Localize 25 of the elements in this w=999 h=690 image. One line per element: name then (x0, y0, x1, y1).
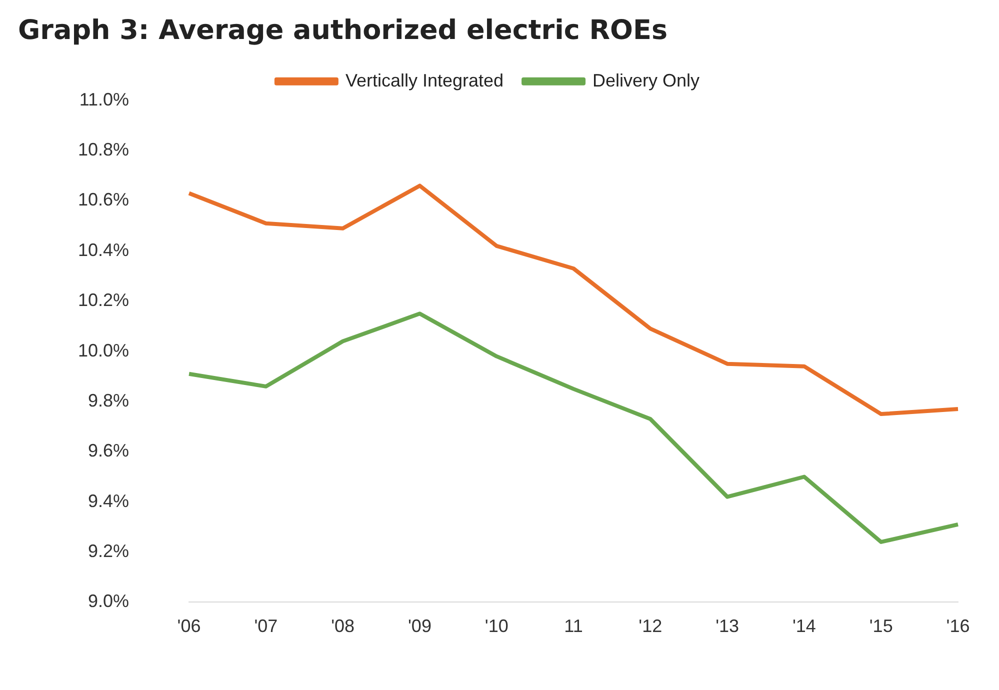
x-tick-label: '07 (254, 616, 278, 636)
x-tick-label: '16 (946, 616, 970, 636)
x-tick-label: '10 (484, 616, 508, 636)
x-tick-label: '09 (408, 616, 432, 636)
y-tick-label: 10.6% (78, 190, 130, 210)
y-tick-label: 11.0% (79, 89, 130, 110)
legend-label: Delivery Only (592, 70, 700, 90)
x-tick-label: 11 (564, 616, 583, 636)
y-tick-label: 10.2% (78, 290, 130, 310)
legend-label: Vertically Integrated (345, 70, 504, 90)
x-tick-label: '12 (638, 616, 662, 636)
x-tick-label: '06 (177, 616, 201, 636)
y-tick-label: 9.2% (88, 540, 130, 561)
x-tick-label: '13 (716, 616, 740, 636)
x-tick-label: '08 (331, 616, 355, 636)
x-tick-label: '15 (869, 616, 893, 636)
y-tick-label: 9.4% (88, 490, 130, 511)
y-tick-label: 10.4% (78, 240, 130, 260)
y-tick-label: 10.0% (78, 340, 130, 360)
y-tick-label: 9.8% (88, 390, 130, 410)
x-tick-label: '14 (792, 616, 816, 636)
y-tick-label: 9.0% (88, 591, 130, 612)
y-tick-label: 10.8% (78, 140, 130, 160)
chart-title: Graph 3: Average authorized electric ROEs (18, 15, 668, 46)
y-tick-label: 9.6% (88, 440, 130, 461)
